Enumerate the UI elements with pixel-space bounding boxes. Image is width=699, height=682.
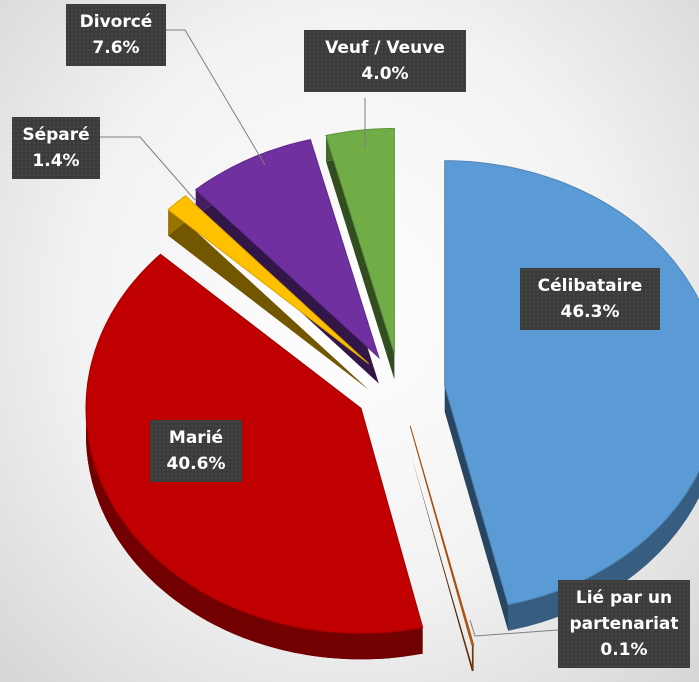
value-label: 4.0% [361,64,409,84]
leader-line [166,29,266,166]
data-label: Veuf / Veuve 4.0% [304,30,466,92]
category-label: Lié par un partenariat [569,588,679,634]
category-label: Séparé [22,125,90,145]
slice-side [471,644,474,672]
data-label: Marié 40.6% [150,420,242,482]
category-label: Divorcé [79,12,153,32]
data-label: Divorcé 7.6% [66,4,166,66]
data-label: Célibataire 46.3% [520,268,660,330]
value-label: 46.3% [560,302,620,322]
slice [85,253,424,634]
value-label: 7.6% [92,38,140,58]
data-label: Lié par un partenariat 0.1% [558,580,690,668]
category-label: Célibataire [537,276,643,296]
slice [194,139,380,360]
category-label: Marié [168,428,224,448]
value-label: 40.6% [166,454,226,474]
leader-line [469,619,559,637]
slice-bottom [410,451,474,672]
slice [409,425,475,646]
category-label: Veuf / Veuve [325,38,445,58]
value-label: 0.1% [600,640,648,660]
value-label: 1.4% [32,151,80,171]
leader-line [100,136,196,201]
slice [325,128,395,354]
slice-bottom [168,221,369,390]
data-label: Séparé 1.4% [12,117,100,179]
slice [167,195,369,364]
